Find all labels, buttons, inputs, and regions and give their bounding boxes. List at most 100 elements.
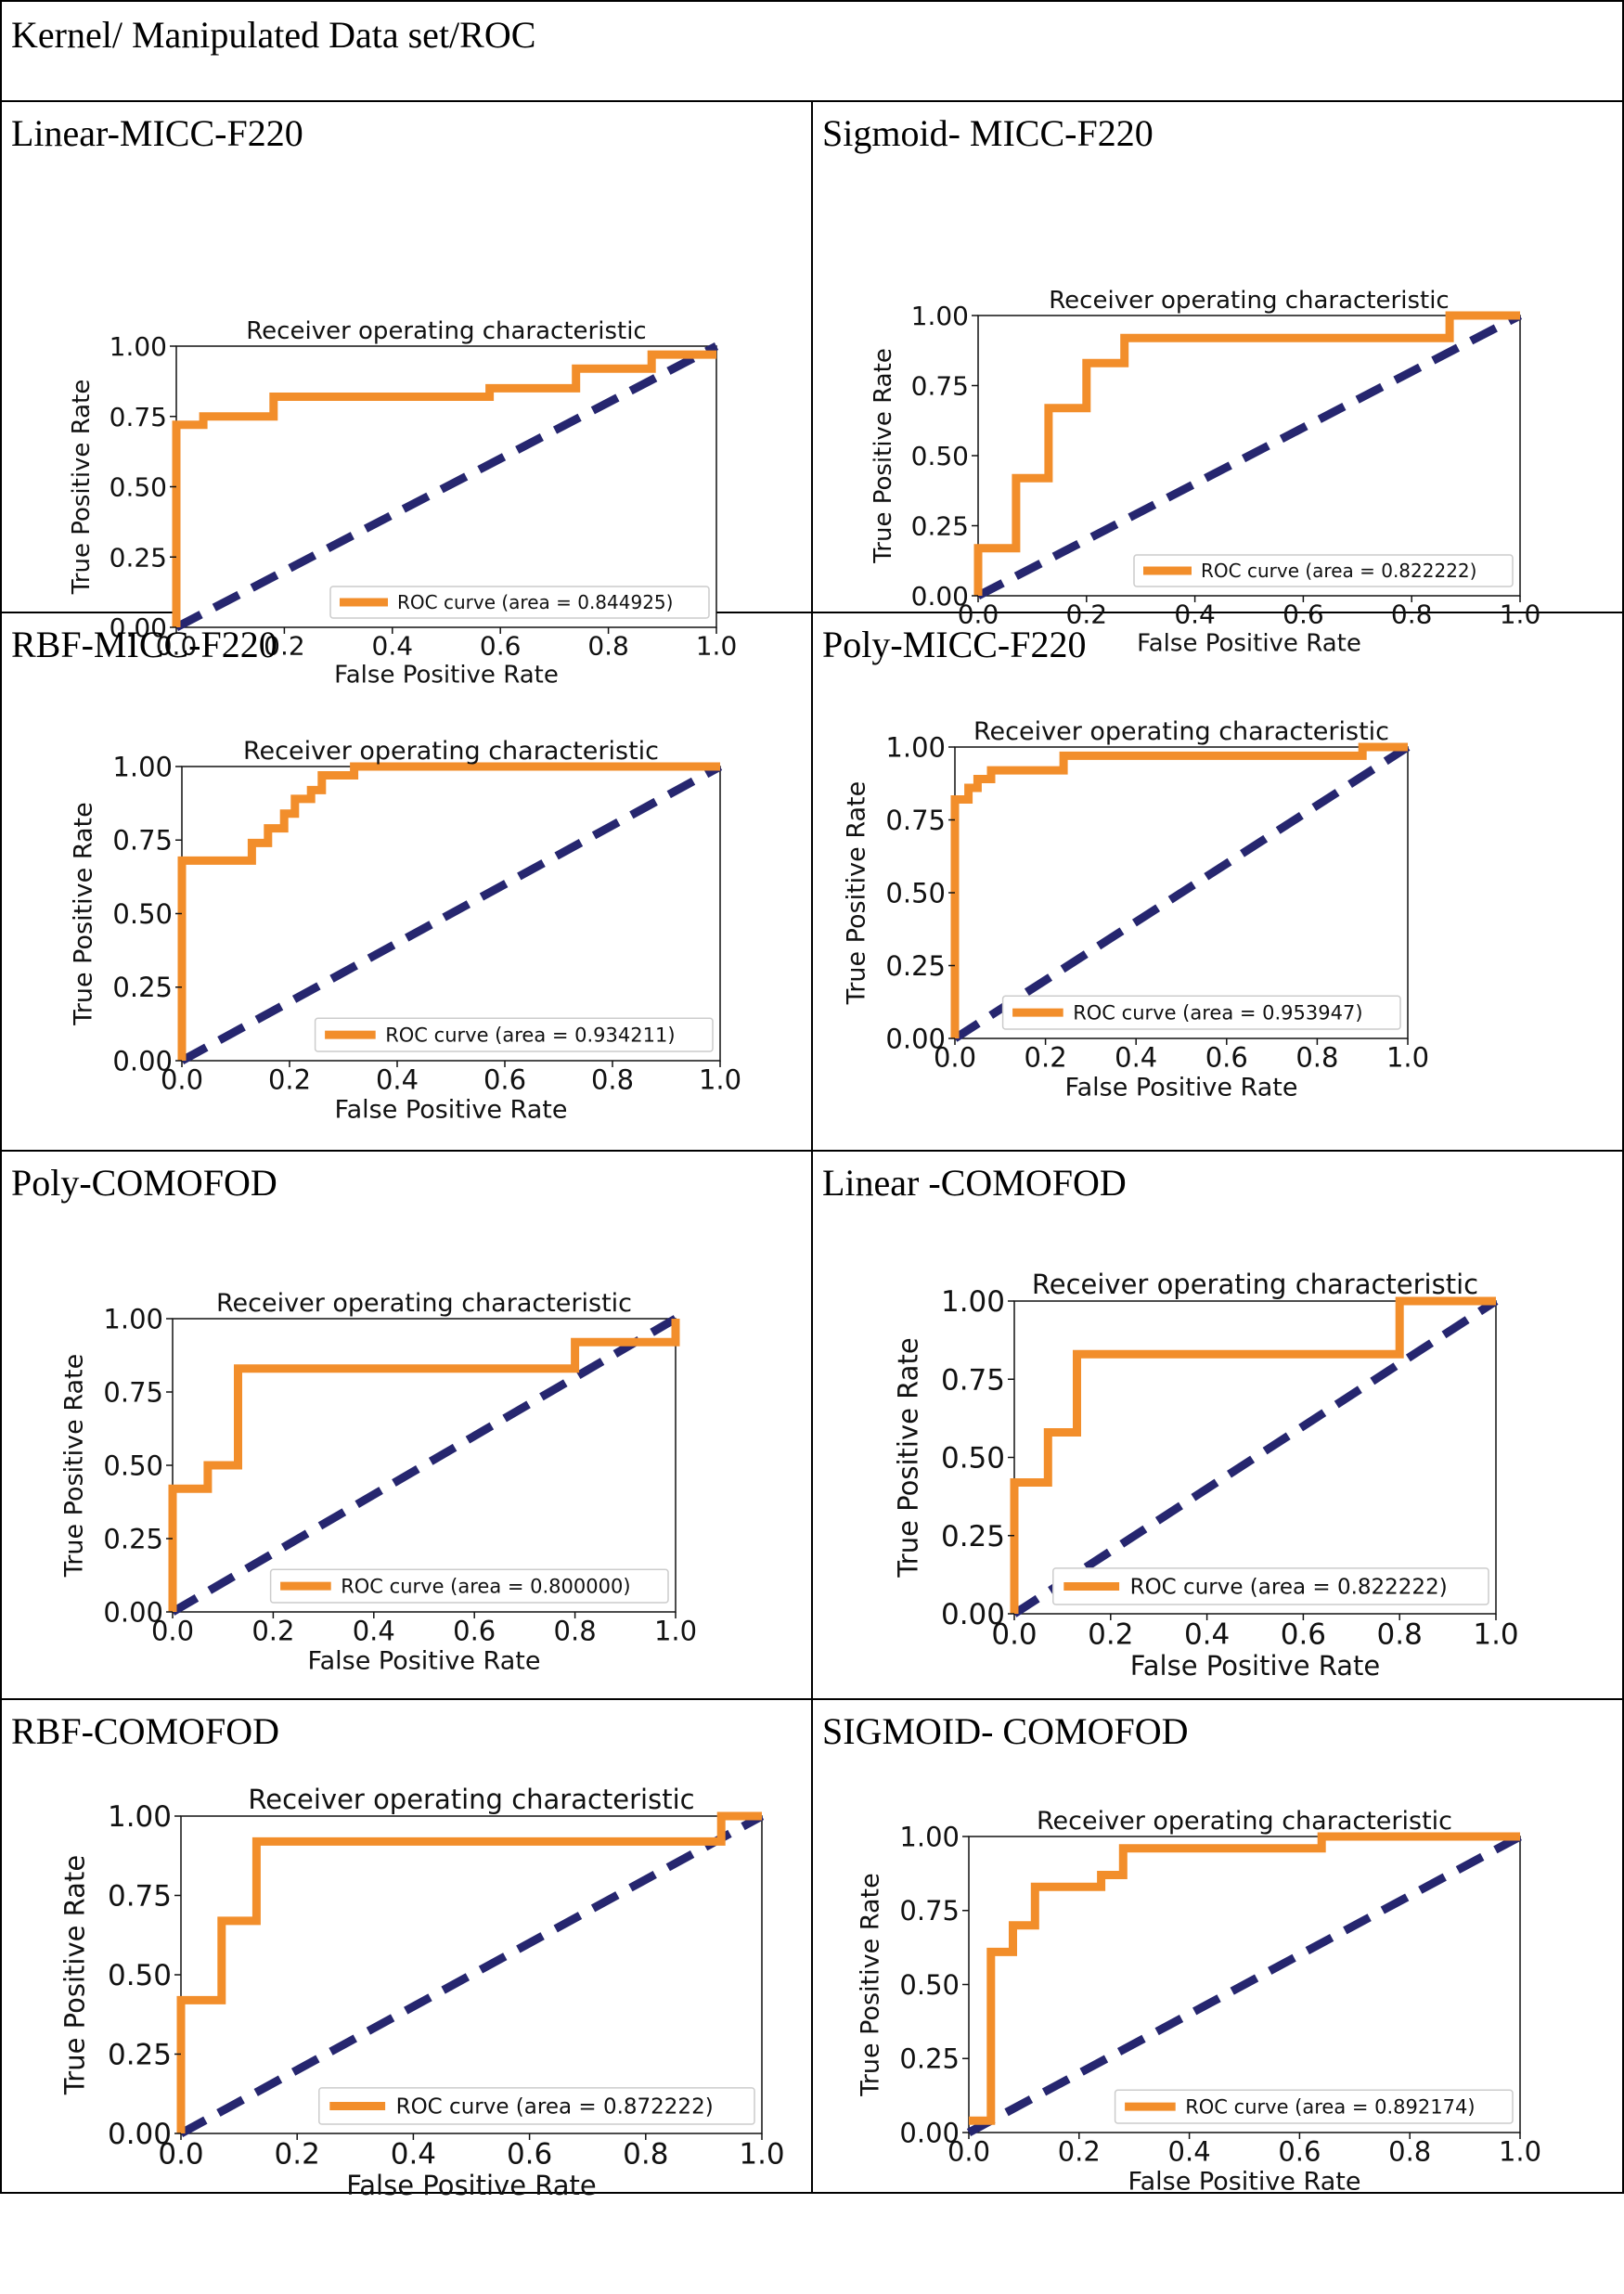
- y-tick-label: 1.00: [103, 1303, 163, 1334]
- x-tick-label: 0.2: [275, 2137, 320, 2171]
- x-tick-label: 0.8: [623, 2137, 668, 2171]
- y-tick-label: 1.00: [112, 751, 173, 782]
- legend-label: ROC curve (area = 0.800000): [341, 1576, 630, 1598]
- chart-cell: Linear-MICC-F220 0.0 0.2 0.4 0.6 0.8 1.0 0.00 0…: [0, 100, 813, 689]
- x-tick-label: 0.8: [591, 1063, 634, 1095]
- x-tick-label: 0.2: [1088, 1618, 1133, 1652]
- roc-curve-line: [950, 742, 1408, 1038]
- x-tick-label: 0.8: [1388, 2135, 1431, 2167]
- y-axis-label: True Positive Rate: [893, 1337, 924, 1578]
- y-axis-label: True Positive Rate: [60, 1354, 89, 1579]
- x-tick-label: 1.0: [1473, 1618, 1518, 1652]
- y-tick-label: 0.75: [108, 1879, 172, 1913]
- y-axis-label: True Positive Rate: [857, 1873, 885, 2097]
- x-tick-label: 0.6: [453, 1615, 496, 1646]
- x-tick-label: 1.0: [654, 1615, 697, 1646]
- chart-cell: RBF-COMOFOD 0.0 0.2 0.4 0.6 0.8 1.0 0.00 0.25 0.…: [0, 1697, 813, 2200]
- chart-cell: RBF-MICC-F220 0.0 0.2 0.4 0.6 0.8 1.0 0.00 0.25…: [0, 611, 813, 1153]
- y-tick-label: 0.50: [110, 472, 167, 503]
- x-tick-label: 1.0: [1499, 2135, 1541, 2167]
- y-tick-label: 1.00: [941, 1285, 1005, 1319]
- x-tick-label: 0.8: [1377, 1618, 1423, 1652]
- roc-chart-sigmoid-comofod: 0.0 0.2 0.4 0.6 0.8 1.0 0.00 0.25 0.50 0.75 1.00 Re…: [857, 1807, 1542, 2197]
- legend-label: ROC curve (area = 0.872222): [396, 2094, 714, 2119]
- roc-curve-line: [172, 350, 716, 628]
- x-tick-label: 0.2: [1025, 1041, 1067, 1073]
- x-tick-label: 0.4: [1184, 1618, 1230, 1652]
- chart-title: Receiver operating characteristic: [973, 717, 1389, 746]
- chart-cell: Poly-COMOFOD 0.0 0.2 0.4 0.6 0.8 1.0 0.00 0.25 0…: [0, 1150, 813, 1700]
- y-tick-label: 1.00: [110, 331, 167, 362]
- y-tick-label: 0.50: [108, 1959, 172, 1992]
- x-axis-label: False Positive Rate: [1130, 1650, 1381, 1682]
- y-tick-label: 0.00: [112, 1045, 173, 1076]
- roc-curve-line: [168, 1319, 680, 1613]
- roc-curve-line: [969, 1832, 1520, 2125]
- y-tick-label: 0.25: [112, 972, 173, 1003]
- chance-diagonal-line: [179, 762, 723, 1064]
- roc-chart-rbf-micc: 0.0 0.2 0.4 0.6 0.8 1.0 0.00 0.25 0.50 0.75 1.00 Re…: [70, 737, 742, 1125]
- chance-diagonal-line: [966, 1832, 1523, 2136]
- legend-box: [314, 1017, 714, 1052]
- x-tick-label: 1.0: [1386, 1041, 1429, 1073]
- x-tick-label: 0.6: [507, 2137, 552, 2171]
- y-tick-label: 0.50: [103, 1450, 163, 1481]
- roc-chart-rbf-comofod: 0.0 0.2 0.4 0.6 0.8 1.0 0.00 0.25 0.50 0.75 1.00 Re…: [59, 1784, 785, 2201]
- chart-cell-label: RBF-MICC-F220: [11, 623, 277, 665]
- y-tick-label: 0.25: [911, 511, 969, 542]
- chart-cell-label: Linear-MICC-F220: [11, 112, 303, 155]
- y-tick-label: 0.75: [885, 804, 946, 835]
- chart-cell-label: SIGMOID- COMOFOD: [822, 1709, 1189, 1752]
- y-tick-label: 1.00: [899, 1821, 960, 1852]
- roc-table: Kernel/ Manipulated Data set/ROC Linear-…: [0, 0, 1624, 2200]
- y-tick-label: 0.25: [110, 542, 167, 573]
- x-tick-label: 0.0: [151, 1615, 194, 1646]
- x-tick-label: 0.0: [947, 2135, 990, 2167]
- roc-curve-line: [177, 762, 720, 1061]
- chart-cell-label: Poly-MICC-F220: [822, 623, 1087, 665]
- y-tick-label: 0.50: [885, 877, 946, 909]
- chart-cell-label: RBF-COMOFOD: [11, 1709, 279, 1752]
- roc-curve-line: [176, 1811, 762, 2133]
- chart-cell: SIGMOID- COMOFOD 0.0 0.2 0.4 0.6 0.8 1.0 0.00 0…: [811, 1697, 1624, 2196]
- x-tick-label: 0.0: [991, 1618, 1037, 1652]
- x-tick-label: 0.6: [1278, 2135, 1321, 2167]
- x-axis-label: False Positive Rate: [346, 2169, 597, 2200]
- y-axis-label: True Positive Rate: [59, 1854, 91, 2094]
- y-tick-label: 0.50: [911, 441, 969, 471]
- legend-box: [269, 1568, 669, 1604]
- x-tick-label: 0.0: [934, 1041, 976, 1073]
- y-axis-label: True Positive Rate: [843, 780, 871, 1005]
- table-header-cell: Kernel/ Manipulated Data set/ROC: [0, 0, 1624, 103]
- legend-label: ROC curve (area = 0.822222): [1201, 560, 1476, 582]
- legend-label: ROC curve (area = 0.844925): [397, 591, 673, 613]
- x-tick-label: 0.2: [251, 1615, 294, 1646]
- x-tick-label: 0.6: [1281, 1618, 1326, 1652]
- x-axis-label: False Positive Rate: [335, 1095, 568, 1124]
- y-tick-label: 0.75: [941, 1363, 1005, 1397]
- x-tick-label: 0.2: [1058, 2135, 1101, 2167]
- y-axis-label: True Positive Rate: [68, 380, 96, 596]
- x-tick-label: 0.6: [1205, 1041, 1248, 1073]
- legend-label: ROC curve (area = 0.822222): [1130, 1576, 1448, 1600]
- roc-chart-poly-micc: 0.0 0.2 0.4 0.6 0.8 1.0 0.00 0.25 0.50 0.75 1.00 Re…: [843, 717, 1430, 1102]
- chart-title: Receiver operating characteristic: [243, 737, 659, 766]
- chart-cell-label: Sigmoid- MICC-F220: [822, 112, 1154, 155]
- y-tick-label: 0.75: [911, 371, 969, 402]
- y-axis-label: True Positive Rate: [70, 802, 98, 1026]
- x-tick-label: 0.0: [161, 1063, 203, 1095]
- chance-diagonal-line: [174, 342, 719, 632]
- x-tick-label: 0.8: [1295, 1041, 1338, 1073]
- y-tick-label: 0.75: [112, 824, 173, 856]
- chart-cell-label: Linear -COMOFOD: [822, 1162, 1127, 1205]
- x-axis-label: False Positive Rate: [1065, 1073, 1298, 1102]
- chart-title: Receiver operating characteristic: [246, 317, 646, 345]
- chart-title: Receiver operating characteristic: [216, 1289, 632, 1318]
- chance-diagonal-line: [178, 1811, 765, 2137]
- x-tick-label: 0.4: [391, 2137, 436, 2171]
- legend-label: ROC curve (area = 0.934211): [385, 1024, 675, 1046]
- legend-box: [1133, 554, 1514, 587]
- x-tick-label: 0.4: [376, 1063, 419, 1095]
- chart-title: Receiver operating characteristic: [248, 1784, 694, 1815]
- x-axis-label: False Positive Rate: [1128, 2167, 1361, 2196]
